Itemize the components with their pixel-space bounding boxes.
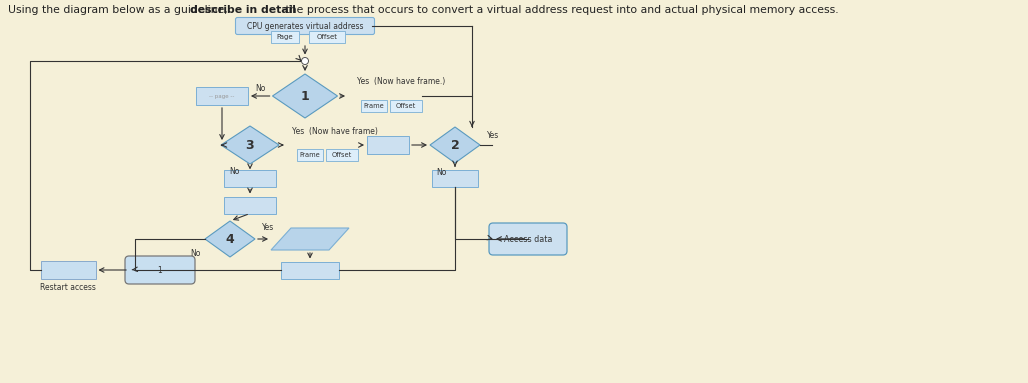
Text: 3: 3 <box>246 139 254 152</box>
Text: No: No <box>190 249 200 257</box>
Bar <box>224 196 276 213</box>
Circle shape <box>301 57 308 64</box>
Bar <box>390 100 423 112</box>
Polygon shape <box>205 221 255 257</box>
Bar <box>196 87 248 105</box>
Text: No: No <box>255 83 265 93</box>
Bar <box>309 31 345 43</box>
Text: Yes  (Now have frame.): Yes (Now have frame.) <box>357 77 445 85</box>
Bar <box>40 261 96 279</box>
Text: Yes  (Now have frame): Yes (Now have frame) <box>292 126 378 136</box>
Text: CPU generates virtual address: CPU generates virtual address <box>247 21 363 31</box>
Text: Offset: Offset <box>396 103 416 109</box>
Text: Yes: Yes <box>487 131 500 139</box>
Polygon shape <box>221 126 279 164</box>
Polygon shape <box>430 127 480 163</box>
Text: describe in detail: describe in detail <box>190 5 296 15</box>
Bar <box>224 170 276 187</box>
Text: 1: 1 <box>157 265 162 275</box>
Text: 2: 2 <box>450 139 460 152</box>
Text: Using the diagram below as a guideline,: Using the diagram below as a guideline, <box>8 5 231 15</box>
Text: Yes: Yes <box>262 223 274 231</box>
FancyBboxPatch shape <box>489 223 567 255</box>
Polygon shape <box>272 74 337 118</box>
Text: -- page --: -- page -- <box>210 93 234 98</box>
Bar <box>432 170 478 187</box>
Bar <box>361 100 387 112</box>
Bar <box>271 31 299 43</box>
Polygon shape <box>271 228 348 250</box>
Text: Frame: Frame <box>299 152 321 158</box>
FancyBboxPatch shape <box>125 256 195 284</box>
Bar <box>326 149 358 161</box>
Text: Restart access: Restart access <box>40 283 96 293</box>
Text: 4: 4 <box>225 232 234 246</box>
FancyBboxPatch shape <box>235 18 374 34</box>
Text: No: No <box>436 167 446 177</box>
Text: Page: Page <box>277 34 293 40</box>
Bar <box>281 262 339 278</box>
Text: Offset: Offset <box>317 34 337 40</box>
Text: 1: 1 <box>300 90 309 103</box>
Text: the process that occurs to convert a virtual address request into and actual phy: the process that occurs to convert a vir… <box>282 5 839 15</box>
Bar <box>367 136 409 154</box>
Text: Frame: Frame <box>364 103 384 109</box>
Text: Access data: Access data <box>504 234 552 244</box>
Text: Offset: Offset <box>332 152 353 158</box>
Text: No: No <box>229 167 240 175</box>
Bar <box>297 149 323 161</box>
